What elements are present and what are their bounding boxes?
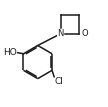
Text: Cl: Cl bbox=[55, 77, 64, 86]
Text: N: N bbox=[57, 29, 64, 38]
Text: HO: HO bbox=[3, 48, 17, 57]
Text: O: O bbox=[81, 29, 88, 38]
